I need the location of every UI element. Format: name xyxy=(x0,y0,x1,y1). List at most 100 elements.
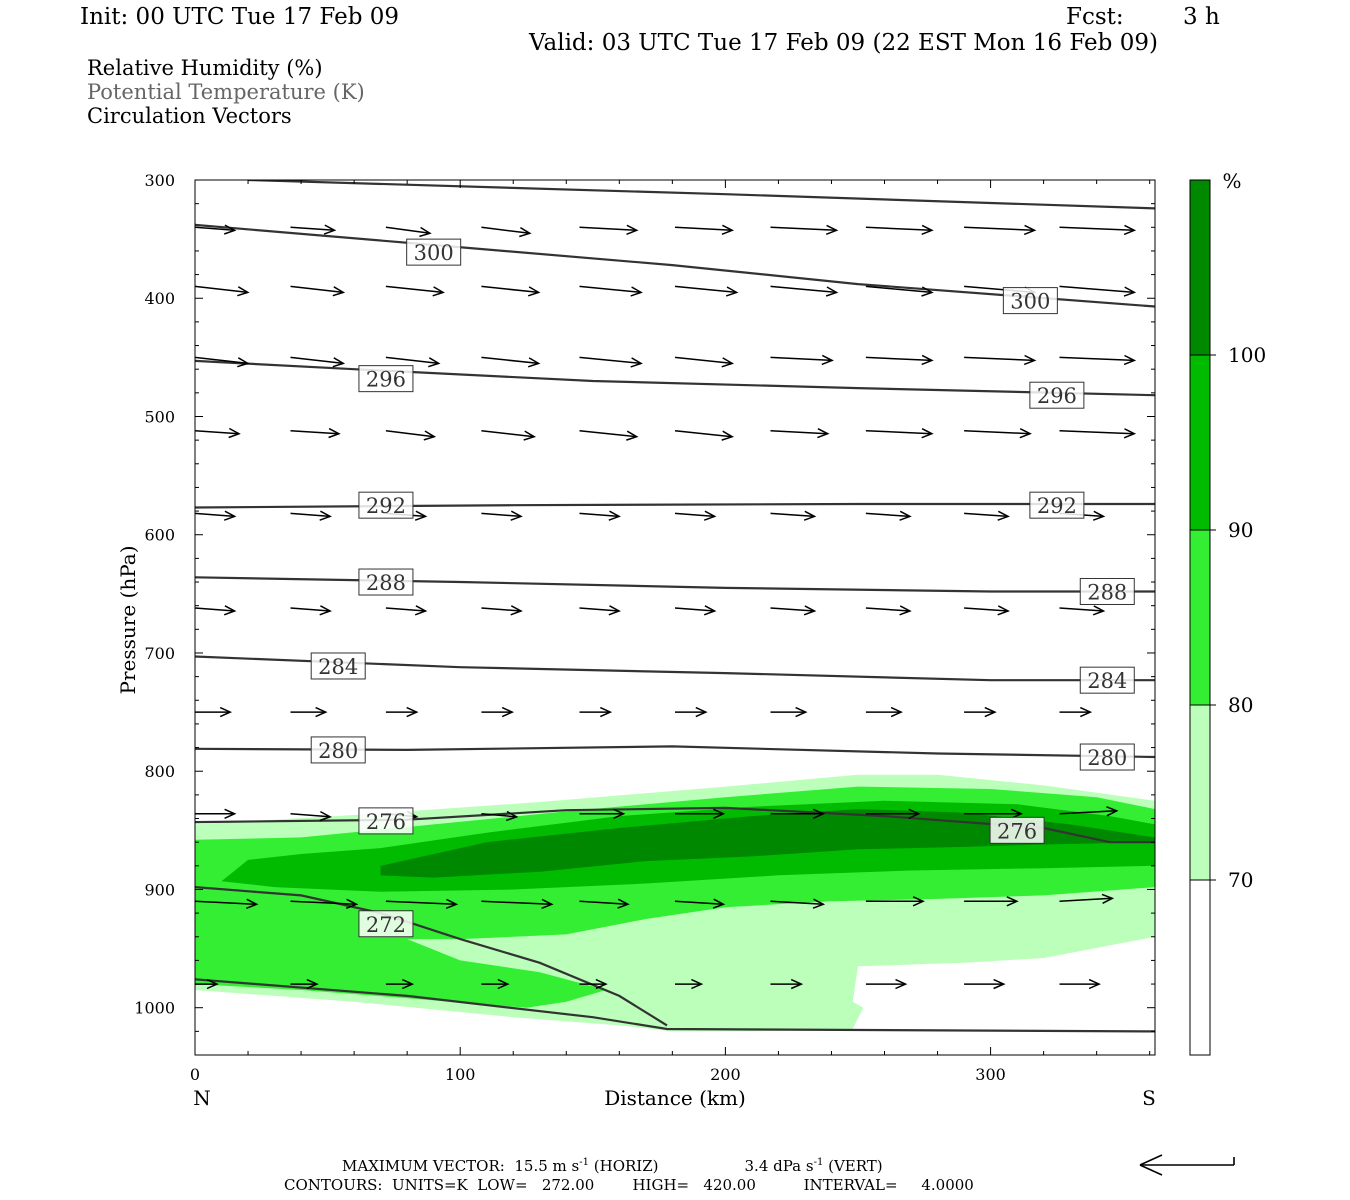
vector-arrowhead xyxy=(721,430,735,441)
y-tick-label: 500 xyxy=(144,407,175,426)
circulation-vector xyxy=(770,356,833,362)
colorbar-level-label: 90 xyxy=(1228,518,1253,542)
contour-label: 284 xyxy=(318,655,358,679)
circulation-vector xyxy=(481,512,522,518)
y-tick-label: 600 xyxy=(144,526,175,545)
circulation-vector xyxy=(865,356,932,362)
circulation-vector xyxy=(964,356,1035,362)
circulation-vector xyxy=(1059,897,1113,903)
circulation-vector xyxy=(481,356,539,365)
circulation-vector xyxy=(195,512,235,518)
vector-arrowhead xyxy=(921,428,934,439)
circulation-vector xyxy=(579,607,620,612)
vector-arrowhead xyxy=(1106,806,1119,817)
contour-label: 288 xyxy=(366,571,406,595)
vector-arrowhead xyxy=(921,354,934,366)
x-tick-label: 0 xyxy=(190,1065,200,1084)
vector-arrowhead xyxy=(332,357,346,368)
colorbar-unit: % xyxy=(1222,169,1241,193)
vector-arrowhead xyxy=(1019,428,1032,439)
theta-contour-296 xyxy=(195,359,1155,397)
vector-arrowhead xyxy=(315,706,328,718)
vector-arrowhead xyxy=(608,510,621,521)
circulation-vector xyxy=(1059,429,1135,435)
contour-label-box xyxy=(358,807,414,835)
max-vector-line: MAXIMUM VECTOR: 15.5 m s-1 (HORIZ) 3.4 dP… xyxy=(342,1157,883,1175)
circulation-vector xyxy=(964,512,1009,518)
vector-arrowhead xyxy=(1123,286,1137,297)
vector-arrowhead xyxy=(237,357,250,368)
vector-arrowhead xyxy=(997,510,1010,521)
vector-arrowhead xyxy=(224,808,237,819)
theta-contour-ground xyxy=(195,978,1155,1033)
x-tick-label: 200 xyxy=(710,1065,741,1084)
vector-arrowhead xyxy=(505,810,519,822)
axes: 0 100 200 300 300 400 500 600 700 800 900 1000 xyxy=(134,171,1155,1084)
forecast-hour: 3 h xyxy=(1183,4,1220,30)
colorbar: 70 80 90 100 xyxy=(1189,179,1266,1056)
y-tick-label: 300 xyxy=(144,171,175,190)
vector-arrowhead xyxy=(626,224,639,235)
vector-arrowhead xyxy=(725,286,739,297)
circulation-vector xyxy=(290,900,357,906)
vector-arrowhead xyxy=(703,605,717,616)
vector-arrowhead xyxy=(1023,354,1037,366)
circulation-vector xyxy=(290,356,344,365)
circulation-vector xyxy=(674,285,737,294)
contour-label: 300 xyxy=(414,241,454,265)
contour-label: 296 xyxy=(366,368,406,392)
contour-label-box xyxy=(358,365,414,393)
vector-arrowhead xyxy=(223,605,237,616)
contour-label: 280 xyxy=(1087,746,1127,770)
contour-label: 272 xyxy=(366,913,406,937)
circulation-vector xyxy=(579,512,620,518)
vector-arrowhead xyxy=(510,510,523,521)
vector-arrowhead xyxy=(984,706,997,718)
contour-label-box xyxy=(310,652,366,680)
contour-label: 288 xyxy=(1087,580,1127,604)
max-vector-horizontal: 15.5 m s xyxy=(514,1157,580,1175)
circulation-vector xyxy=(195,285,248,294)
contour-label: 276 xyxy=(997,819,1037,843)
vector-arrowhead xyxy=(237,286,250,297)
circulation-vector xyxy=(290,813,331,818)
horizontal-tag: (HORIZ) xyxy=(593,1157,659,1175)
circulation-vector xyxy=(1059,607,1104,612)
horizontal-unit-exponent: -1 xyxy=(579,1157,589,1168)
vector-arrowhead xyxy=(790,978,804,990)
x-axis-left-end: N xyxy=(193,1086,211,1110)
rh-region-100 xyxy=(380,809,1155,878)
circulation-vector xyxy=(674,356,733,365)
contour-label-box xyxy=(1029,491,1085,519)
circulation-vector xyxy=(481,226,530,235)
vector-arrowhead xyxy=(595,978,608,990)
vector-arrowhead xyxy=(626,430,639,441)
circulation-vector xyxy=(385,226,431,235)
y-tick-label: 900 xyxy=(144,880,175,899)
y-tick-label: 400 xyxy=(144,289,175,308)
circulation-vector xyxy=(290,226,335,232)
vector-arrowhead xyxy=(803,510,817,521)
y-tick-label: 1000 xyxy=(134,999,175,1018)
circulation-vector xyxy=(579,356,642,365)
vector-arrowhead xyxy=(908,808,921,819)
y-axis-label: Pressure (hPa) xyxy=(116,546,140,695)
vector-arrowhead xyxy=(1010,808,1024,819)
circulation-vector xyxy=(481,607,522,612)
circulation-vector xyxy=(385,900,457,906)
vector-arrowhead xyxy=(501,706,515,718)
circulation-vector xyxy=(579,429,637,438)
circulation-vector xyxy=(290,285,344,294)
vector-arrowhead xyxy=(1123,428,1137,439)
circulation-vector xyxy=(865,429,932,435)
max-vector-vertical: 3.4 dPa s xyxy=(744,1157,814,1175)
circulation-vector xyxy=(1059,285,1135,294)
vector-arrowhead xyxy=(419,226,432,238)
vertical-unit-exponent: -1 xyxy=(813,1157,824,1168)
circulation-vector xyxy=(770,607,815,612)
colorbar-level-label: 80 xyxy=(1228,693,1253,717)
circulation-vector xyxy=(385,607,426,612)
colorbar-level-label: 100 xyxy=(1228,343,1266,367)
contour-label: 276 xyxy=(366,810,406,834)
vector-arrowhead xyxy=(993,978,1006,990)
